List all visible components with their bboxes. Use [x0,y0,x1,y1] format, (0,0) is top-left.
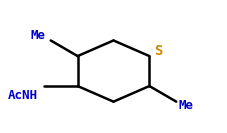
Text: Me: Me [178,99,194,112]
Text: AcNH: AcNH [8,89,38,102]
Text: S: S [154,44,162,58]
Text: Me: Me [31,29,46,42]
